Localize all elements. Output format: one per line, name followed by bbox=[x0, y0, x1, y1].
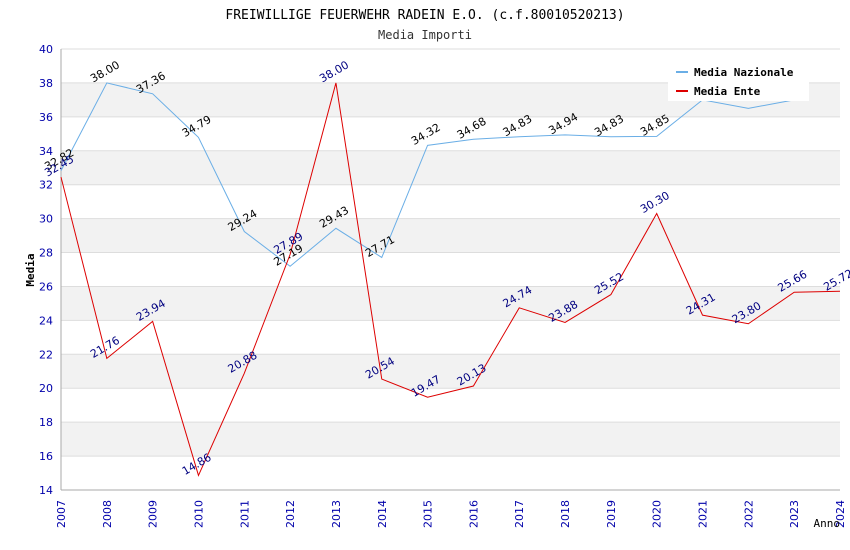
grid-band bbox=[61, 422, 840, 457]
y-tick-label: 34 bbox=[39, 145, 53, 158]
x-tick-label: 2016 bbox=[467, 500, 480, 528]
y-tick-label: 24 bbox=[39, 314, 53, 327]
chart-title: FREIWILLIGE FEUERWEHR RADEIN E.O. (c.f.8… bbox=[225, 8, 624, 23]
x-tick-label: 2020 bbox=[651, 500, 664, 528]
x-tick-label: 2022 bbox=[742, 500, 755, 528]
data-label: 30.30 bbox=[638, 189, 672, 216]
x-tick-label: 2013 bbox=[330, 500, 343, 528]
x-tick-label: 2012 bbox=[284, 500, 297, 528]
legend-entry: Media Nazionale bbox=[694, 66, 794, 79]
y-tick-label: 40 bbox=[39, 43, 53, 56]
y-tick-label: 20 bbox=[39, 382, 53, 395]
grid bbox=[61, 48, 840, 491]
data-label: 38.00 bbox=[88, 58, 122, 85]
x-tick-label: 2021 bbox=[697, 500, 710, 528]
legend-entry: Media Ente bbox=[694, 85, 761, 98]
x-tick-label: 2015 bbox=[422, 500, 435, 528]
y-tick-label: 30 bbox=[39, 213, 53, 226]
data-label: 34.68 bbox=[455, 115, 489, 142]
chart-subtitle: Media Importi bbox=[378, 28, 472, 42]
x-tick-label: 2024 bbox=[834, 500, 847, 528]
y-tick-label: 16 bbox=[39, 450, 53, 463]
data-label: 38.00 bbox=[317, 58, 351, 85]
legend-box bbox=[668, 60, 809, 101]
x-tick-label: 2011 bbox=[238, 500, 251, 528]
y-tick-label: 14 bbox=[39, 484, 53, 497]
grid-band bbox=[61, 218, 840, 253]
y-tick-label: 22 bbox=[39, 348, 53, 361]
x-tick-label: 2014 bbox=[376, 500, 389, 528]
grid-band bbox=[61, 150, 840, 185]
y-tick-label: 36 bbox=[39, 111, 53, 124]
x-tick-label: 2017 bbox=[513, 500, 526, 528]
y-tick-label: 32 bbox=[39, 179, 53, 192]
y-tick-label: 18 bbox=[39, 416, 53, 429]
x-tick-label: 2008 bbox=[101, 500, 114, 528]
series-lines bbox=[60, 82, 841, 477]
y-axis-title: Media bbox=[24, 253, 37, 286]
x-tick-label: 2007 bbox=[55, 500, 68, 528]
legend: Media Nazionale Media Ente bbox=[668, 60, 809, 101]
grid-band bbox=[61, 354, 840, 389]
series-line-2 bbox=[60, 82, 841, 477]
x-tick-label: 2023 bbox=[788, 500, 801, 528]
y-tick-label: 38 bbox=[39, 77, 53, 90]
y-tick-label: 26 bbox=[39, 280, 53, 293]
x-axis-title: Anno bbox=[814, 517, 841, 530]
x-tick-label: 2019 bbox=[605, 500, 618, 528]
series-line-1 bbox=[60, 82, 795, 267]
grid-band bbox=[61, 286, 840, 321]
y-tick-label: 28 bbox=[39, 247, 53, 260]
x-tick-label: 2009 bbox=[147, 500, 160, 528]
x-tick-label: 2018 bbox=[559, 500, 572, 528]
x-tick-label: 2010 bbox=[192, 500, 205, 528]
